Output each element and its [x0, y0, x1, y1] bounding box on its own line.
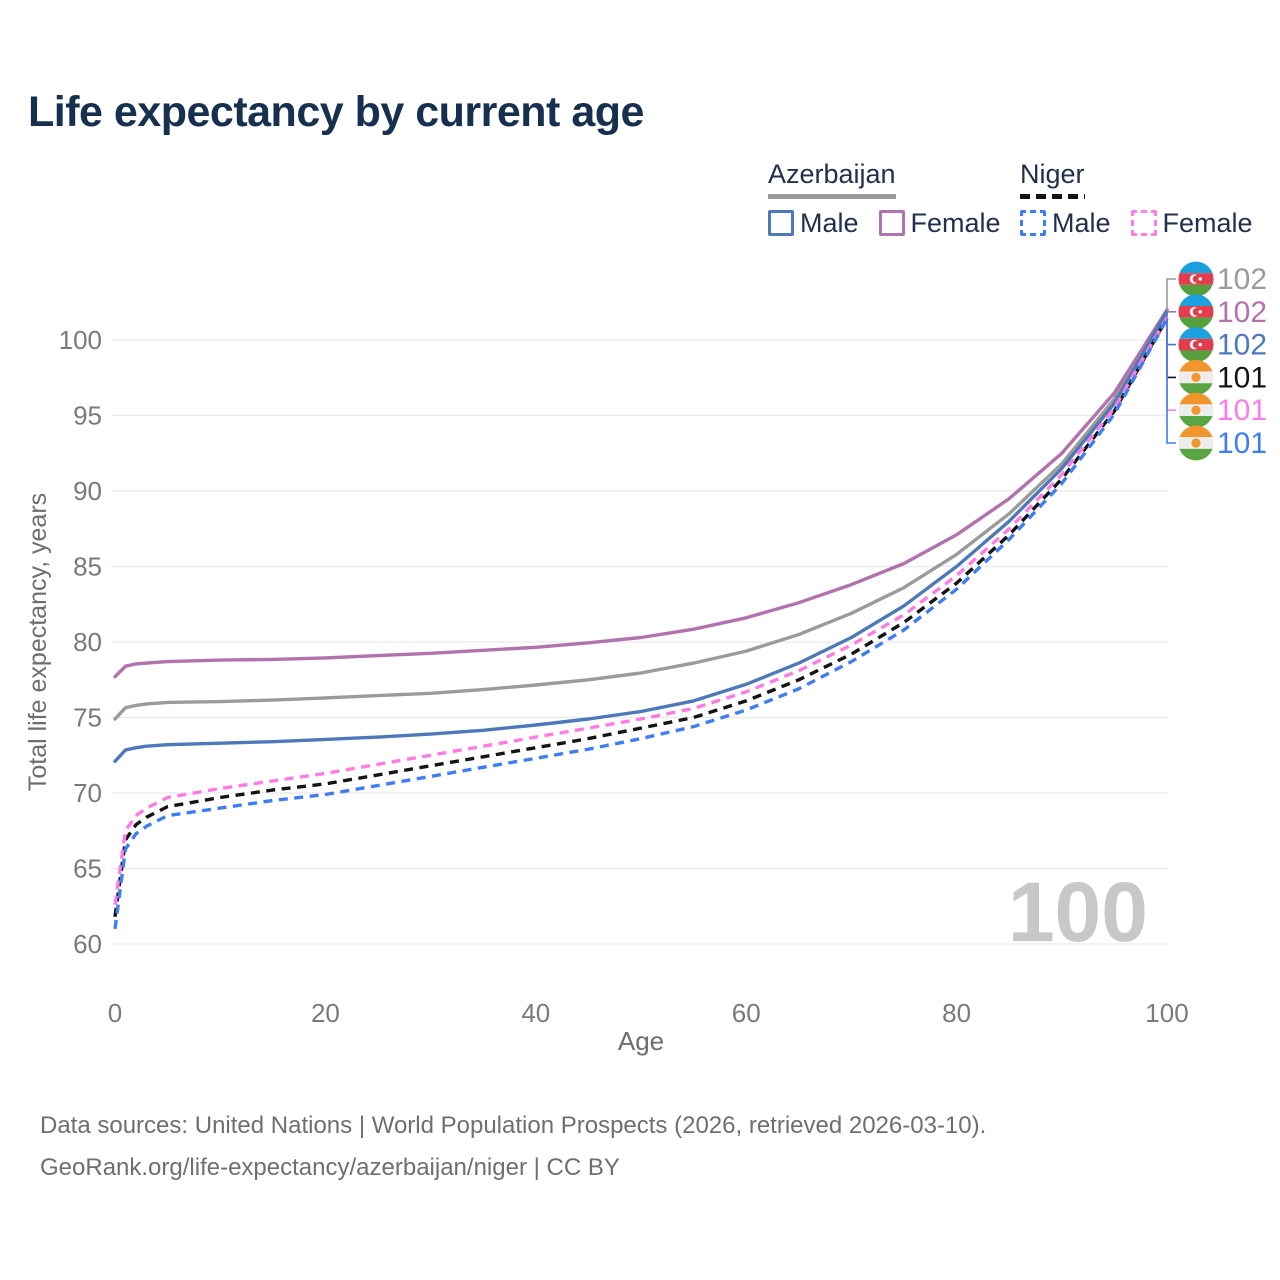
niger-female-swatch-icon	[1130, 210, 1157, 237]
page-title: Life expectancy by current age	[28, 88, 644, 136]
line-niger-both	[113, 317, 1169, 918]
legend-country-azerbaijan: Azerbaijan	[768, 159, 896, 199]
niger-flag-icon	[1178, 425, 1214, 461]
grid-layer: 60 65 70 75 80 85 90 95 100 0 20 40 60 80 100	[59, 325, 1189, 1028]
azerbaijan-flag-icon	[1178, 294, 1214, 330]
azerbaijan-flag-icon	[1178, 261, 1214, 297]
footer: Data sources: United Nations | World Pop…	[40, 1106, 986, 1188]
line-azerbaijan-female	[113, 308, 1169, 679]
legend-country-niger-label: Niger	[1020, 159, 1085, 189]
end-label-value: 102	[1217, 263, 1267, 296]
end-label-connector	[1166, 311, 1176, 346]
legend-item-azerbaijan-female[interactable]: Female	[878, 207, 1001, 239]
azerbaijan-flag-icon	[1178, 327, 1214, 363]
legend-item-niger-male[interactable]: Male	[1020, 208, 1111, 239]
y-tick-60: 60	[73, 929, 102, 959]
georank-link[interactable]: GeoRank.org/life-expectancy/azerbaijan/n…	[40, 1154, 620, 1181]
azerbaijan-female-swatch-icon	[878, 210, 905, 237]
line-niger-female	[113, 316, 1169, 905]
end-label-value: 101	[1217, 361, 1267, 394]
end-label-value: 101	[1217, 394, 1267, 427]
niger-underline-swatch	[1020, 193, 1085, 199]
x-axis-title: Age	[618, 1026, 664, 1056]
end-label-value: 101	[1217, 427, 1267, 460]
legend: Azerbaijan Male Female Niger	[0, 0, 1280, 250]
data-sources-text: Data sources: United Nations | World Pop…	[40, 1112, 987, 1139]
legend-item-niger-female[interactable]: Female	[1130, 207, 1253, 239]
end-label-connector	[1166, 318, 1176, 444]
series-layer	[113, 308, 1169, 930]
y-tick-85: 85	[73, 552, 102, 582]
azerbaijan-male-swatch-icon	[768, 210, 794, 237]
azerbaijan-underline-swatch	[768, 193, 896, 199]
y-tick-100: 100	[59, 325, 102, 355]
legend-item-azerbaijan-male[interactable]: Male	[768, 208, 859, 239]
x-tick-40: 40	[521, 998, 550, 1028]
niger-flag-icon	[1178, 392, 1214, 428]
line-niger-male	[113, 318, 1169, 930]
end-label-connector	[1166, 318, 1176, 379]
age-counter-watermark: 100	[1008, 865, 1148, 959]
niger-flag-icon	[1178, 359, 1214, 395]
y-tick-65: 65	[73, 854, 102, 884]
end-label-connector	[1166, 317, 1176, 411]
legend-group-niger: Niger Male Female	[1020, 159, 1273, 239]
end-label-connector	[1166, 278, 1176, 310]
legend-country-niger: Niger	[1020, 159, 1085, 199]
x-tick-20: 20	[311, 998, 340, 1028]
line-azerbaijan-both	[113, 308, 1169, 721]
legend-label: Female	[1162, 207, 1253, 238]
y-axis-title: Total life expectancy, years	[24, 493, 52, 791]
end-label-value: 102	[1217, 296, 1267, 329]
legend-label: Female	[910, 207, 1001, 238]
x-tick-0: 0	[108, 998, 122, 1028]
y-tick-70: 70	[73, 778, 102, 808]
legend-country-azerbaijan-label: Azerbaijan	[768, 159, 896, 189]
legend-group-azerbaijan: Azerbaijan Male Female	[768, 159, 1021, 239]
y-tick-80: 80	[73, 627, 102, 657]
end-label-value: 102	[1217, 329, 1267, 362]
x-tick-80: 80	[942, 998, 971, 1028]
y-tick-75: 75	[73, 703, 102, 733]
y-tick-95: 95	[73, 401, 102, 431]
y-tick-90: 90	[73, 476, 102, 506]
niger-male-swatch-icon	[1020, 210, 1046, 237]
legend-label: Male	[1052, 207, 1111, 238]
line-azerbaijan-male	[113, 309, 1169, 763]
x-tick-60: 60	[732, 998, 761, 1028]
x-tick-100: 100	[1145, 998, 1188, 1028]
legend-label: Male	[800, 207, 859, 238]
